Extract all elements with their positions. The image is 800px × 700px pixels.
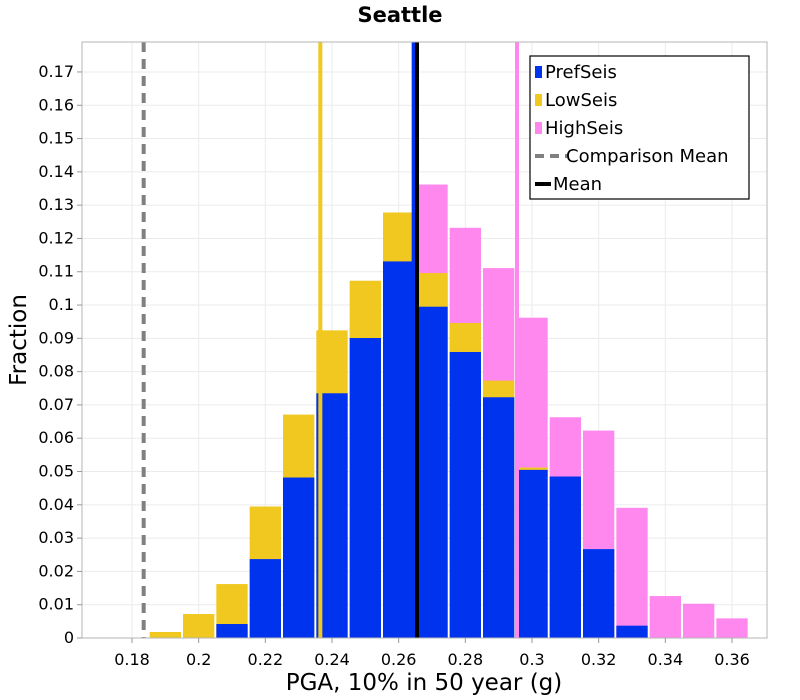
- legend-box: [529, 55, 750, 200]
- bar-prefseis: [583, 549, 615, 638]
- bar-prefseis: [483, 397, 515, 638]
- y-tick-label: 0.01: [38, 595, 74, 614]
- bar-lowseis: [149, 632, 181, 638]
- x-axis-ticks: 0.18 0.2 0.22 0.24 0.26 0.28 0.3 0.32 0.34 0.36: [114, 638, 750, 669]
- bar-prefseis: [249, 559, 281, 638]
- y-tick-label: 0.09: [38, 328, 74, 347]
- bar-prefseis: [616, 625, 648, 638]
- bar-prefseis: [449, 351, 481, 638]
- x-tick-label: 0.36: [714, 650, 750, 669]
- chart-title: Seattle: [357, 3, 442, 27]
- y-tick-label: 0.16: [38, 95, 74, 114]
- y-tick-label: 0.06: [38, 428, 74, 447]
- y-tick-label: 0.04: [38, 495, 74, 514]
- legend-label: Mean: [553, 174, 602, 195]
- bar-prefseis: [283, 477, 315, 638]
- legend: PrefSeis LowSeis HighSeis Comparison Mean Me…: [529, 55, 750, 200]
- y-tick-label: 0.13: [38, 195, 74, 214]
- x-tick-label: 0.28: [448, 650, 484, 669]
- bar-lowseis: [183, 614, 215, 638]
- y-axis-label: Fraction: [6, 294, 32, 386]
- y-tick-label: 0.03: [38, 528, 74, 547]
- y-tick-label: 0.05: [38, 462, 74, 481]
- bar-prefseis: [516, 469, 548, 638]
- legend-label: LowSeis: [545, 90, 617, 111]
- bar-prefseis: [349, 338, 381, 638]
- x-tick-label: 0.26: [381, 650, 417, 669]
- bar-prefseis: [383, 261, 415, 638]
- x-tick-label: 0.22: [248, 650, 284, 669]
- y-tick-label: 0.14: [38, 162, 74, 181]
- legend-label: PrefSeis: [545, 62, 617, 83]
- x-tick-label: 0.34: [648, 650, 684, 669]
- plot-area-frame: [81, 41, 768, 639]
- bar-prefseis: [216, 624, 248, 638]
- bar-highseis: [616, 507, 648, 638]
- y-tick-label: 0.1: [49, 295, 74, 314]
- y-tick-label: 0.11: [38, 262, 74, 281]
- bar-highseis: [649, 596, 681, 638]
- x-tick-label: 0.24: [314, 650, 350, 669]
- y-tick-label: 0.02: [38, 561, 74, 580]
- y-tick-label: 0.08: [38, 362, 74, 381]
- x-tick-label: 0.18: [114, 650, 150, 669]
- y-tick-label: 0: [64, 628, 74, 647]
- x-axis-label: PGA, 10% in 50 year (g): [286, 670, 563, 696]
- x-tick-label: 0.32: [581, 650, 617, 669]
- bar-prefseis: [416, 306, 448, 638]
- bar-highseis: [683, 603, 715, 638]
- x-tick-label: 0.2: [186, 650, 211, 669]
- y-tick-label: 0.12: [38, 228, 74, 247]
- y-axis-ticks: 0 0.01 0.02 0.03 0.04 0.05 0.06 0.07 0.08 0.09 0.1…: [38, 62, 82, 647]
- y-tick-label: 0.07: [38, 395, 74, 414]
- legend-label: Comparison Mean: [566, 146, 729, 167]
- legend-swatch: [535, 66, 542, 78]
- legend-swatch: [535, 122, 542, 134]
- y-tick-label: 0.17: [38, 62, 74, 81]
- legend-swatch: [535, 94, 542, 106]
- mean-lines: [141, 42, 519, 638]
- bar-highseis: [716, 618, 748, 638]
- legend-label: HighSeis: [545, 118, 623, 139]
- bars: [149, 184, 748, 638]
- bar-prefseis: [549, 476, 581, 638]
- y-tick-label: 0.15: [38, 129, 74, 148]
- x-tick-label: 0.3: [519, 650, 544, 669]
